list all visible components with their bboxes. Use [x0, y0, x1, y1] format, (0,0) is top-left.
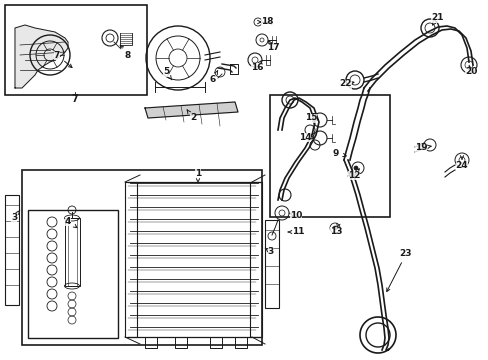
Text: 15: 15: [304, 113, 317, 122]
Text: 22: 22: [339, 80, 351, 89]
Text: 4: 4: [65, 216, 71, 225]
Bar: [65, 218, 80, 286]
Text: 9: 9: [332, 148, 339, 158]
Text: 7: 7: [71, 94, 78, 104]
Bar: [28, 210, 118, 338]
Text: 1: 1: [195, 168, 201, 177]
Bar: [22, 170, 262, 345]
Circle shape: [353, 166, 357, 170]
Circle shape: [332, 226, 336, 230]
Text: 23: 23: [399, 249, 411, 258]
Text: 18: 18: [260, 18, 273, 27]
Text: 2: 2: [189, 113, 196, 122]
Text: 10: 10: [289, 211, 302, 220]
Text: 21: 21: [430, 13, 442, 22]
Bar: [249, 182, 262, 337]
Bar: [5, 5, 147, 95]
Text: 13: 13: [329, 226, 342, 235]
Text: 8: 8: [124, 51, 131, 60]
Bar: [68, 218, 77, 286]
Text: 24: 24: [455, 162, 468, 171]
Text: 19: 19: [414, 144, 427, 153]
Text: 14: 14: [298, 132, 311, 141]
Text: 11: 11: [291, 228, 304, 237]
Text: 17: 17: [266, 44, 279, 53]
Polygon shape: [15, 25, 68, 88]
Bar: [5, 195, 19, 305]
Text: 5: 5: [163, 68, 169, 77]
Text: 3: 3: [11, 213, 17, 222]
Text: 7: 7: [54, 50, 60, 59]
Bar: [125, 182, 137, 337]
Bar: [269, 95, 389, 217]
Text: 20: 20: [464, 68, 476, 77]
Bar: [264, 220, 279, 308]
Text: 3: 3: [267, 248, 274, 256]
Text: 16: 16: [250, 63, 263, 72]
Text: 12: 12: [347, 171, 360, 180]
Polygon shape: [145, 102, 238, 118]
Text: 6: 6: [209, 75, 216, 84]
